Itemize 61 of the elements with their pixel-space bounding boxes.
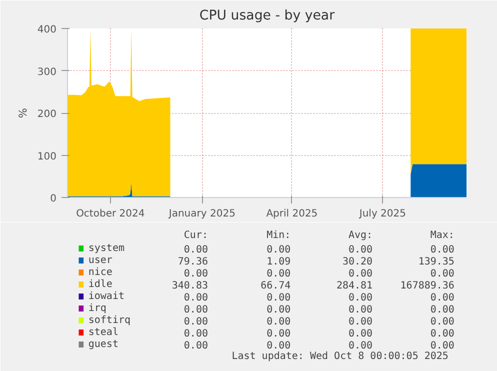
legend-label: idle [88, 279, 112, 290]
text: Max: [430, 230, 454, 241]
text: 167889.36 [400, 280, 454, 292]
text: 0.00 [266, 328, 291, 340]
legend-label: softirq [88, 315, 131, 326]
text: 0.00 [430, 340, 454, 352]
text: 0.00 [266, 268, 291, 280]
text: Cur: [184, 230, 208, 241]
text: Avg: [348, 230, 373, 241]
text: 0.00 [348, 244, 373, 256]
legend-label: guest [88, 339, 118, 350]
legend-label: steal [88, 327, 118, 338]
text: 79.36 [178, 256, 208, 268]
text: 0.00 [266, 340, 291, 352]
text: 0.00 [348, 268, 373, 280]
legend-label: nice [88, 267, 112, 278]
text: 0.00 [430, 244, 454, 256]
legend-label: irq [88, 303, 106, 314]
y-tick-label: 300 [37, 66, 57, 78]
text: 0.00 [430, 268, 454, 280]
text: 66.74 [260, 280, 291, 292]
legend-label: user [88, 255, 112, 266]
text: 0.00 [184, 316, 208, 328]
text: 0.00 [348, 328, 373, 340]
text: 0.00 [184, 268, 208, 280]
y-tick-label: 100 [37, 151, 57, 162]
text: 0.00 [348, 292, 373, 304]
text: 0.00 [184, 328, 208, 340]
text: 0.00 [266, 244, 291, 256]
text: 0.00 [266, 292, 291, 304]
text: 0.00 [184, 292, 208, 304]
text: 0.00 [430, 304, 454, 316]
text: Min: [266, 230, 291, 241]
text: 0.00 [348, 304, 373, 316]
text: 340.83 [172, 280, 208, 292]
legend-label: iowait [88, 291, 124, 302]
y-axis-title: % [16, 108, 30, 118]
text: 30.20 [342, 256, 373, 268]
legend-label: system [88, 243, 124, 254]
text: 0.00 [348, 340, 373, 352]
text: 0.00 [184, 244, 208, 256]
text: 0.00 [430, 292, 454, 304]
text: Last update: Wed Oct 8 00:00:05 2025 [232, 351, 448, 362]
text: 0.00 [348, 316, 373, 328]
x-tick-label: July 2025 [358, 208, 406, 220]
text: 0.00 [184, 340, 208, 352]
text: 1.09 [266, 256, 291, 268]
text: 0.00 [184, 304, 208, 316]
text: 139.35 [418, 256, 454, 268]
text: 0.00 [266, 304, 291, 316]
text: 0.00 [430, 316, 454, 328]
chart-title: CPU usage - by year [199, 8, 336, 24]
y-tick-label: 400 [37, 24, 57, 36]
text: 0.00 [430, 328, 454, 340]
y-tick-label: 0 [50, 194, 57, 204]
x-tick-label: April 2025 [266, 208, 318, 220]
y-tick-label: 200 [37, 109, 57, 120]
x-tick-label: January 2025 [168, 208, 236, 220]
text: 0.00 [266, 316, 291, 328]
text: 284.81 [336, 280, 373, 292]
x-tick-label: October 2024 [76, 208, 145, 220]
